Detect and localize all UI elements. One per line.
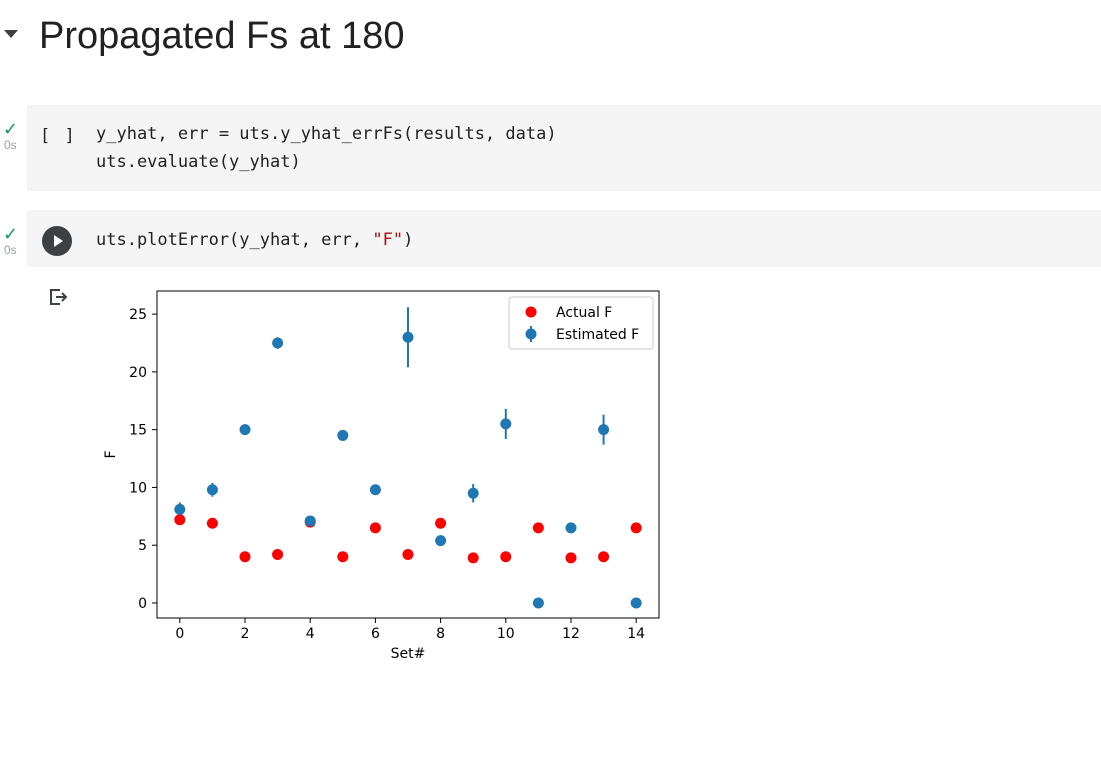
actual-f-point	[598, 551, 610, 563]
estimated-f-point	[402, 331, 414, 343]
code-line-1[interactable]: y_yhat, err = uts.y_yhat_errFs(results, …	[96, 124, 557, 144]
x-axis-label: Set#	[391, 646, 426, 662]
legend-actual-marker	[525, 306, 537, 318]
x-tick-label: 6	[371, 626, 380, 642]
success-check-icon: ✓	[3, 224, 19, 245]
y-tick-label: 0	[138, 596, 147, 612]
run-cell-button[interactable]	[42, 226, 72, 256]
estimated-f-point	[206, 484, 218, 496]
exec-time: 0s	[4, 243, 17, 257]
estimated-f-point	[239, 424, 251, 436]
success-check-icon: ✓	[3, 119, 19, 140]
legend-box	[508, 296, 654, 350]
section-header: Propagated Fs at 180	[0, 6, 700, 57]
estimated-f-point	[369, 484, 381, 496]
x-tick-label: 8	[436, 626, 445, 642]
x-tick-label: 14	[627, 626, 645, 642]
actual-f-point	[369, 522, 381, 534]
actual-f-point	[435, 517, 447, 529]
section-title: Propagated Fs at 180	[39, 15, 405, 57]
legend-estimated-marker	[525, 328, 537, 340]
actual-f-point	[467, 552, 479, 564]
code-string: "F"	[372, 230, 404, 250]
estimated-f-point	[467, 487, 479, 499]
output-redirect-icon[interactable]	[47, 286, 69, 308]
actual-f-point	[532, 522, 544, 534]
actual-f-point	[206, 517, 218, 529]
actual-f-point	[272, 548, 284, 560]
estimated-f-point	[272, 337, 284, 349]
exec-count[interactable]: [ ]	[40, 126, 77, 146]
estimated-f-point	[337, 429, 349, 441]
estimated-f-point	[532, 597, 544, 609]
actual-f-point	[500, 551, 512, 563]
estimated-f-point	[435, 535, 447, 547]
y-tick-label: 20	[129, 365, 147, 381]
y-axis-label: F	[103, 450, 119, 458]
code-line-2[interactable]: uts.evaluate(y_yhat)	[96, 152, 301, 172]
x-tick-label: 12	[562, 626, 580, 642]
estimated-f-point	[500, 418, 512, 430]
actual-f-point	[239, 551, 251, 563]
code-cell-1[interactable]	[27, 105, 1101, 191]
estimated-f-point	[630, 597, 642, 609]
cell-1-status: ✓ 0s	[3, 119, 25, 153]
exec-time: 0s	[4, 138, 17, 152]
estimated-f-point	[174, 503, 186, 515]
estimated-f-point	[304, 515, 316, 527]
x-tick-label: 4	[306, 626, 315, 642]
actual-f-point	[337, 551, 349, 563]
y-tick-label: 10	[129, 480, 147, 496]
actual-f-point	[402, 548, 414, 560]
code-call: uts.plotError(y_yhat, err,	[96, 230, 373, 250]
legend-actual-label: Actual F	[556, 305, 612, 321]
estimated-f-point	[598, 424, 610, 436]
code-close: )	[403, 230, 414, 250]
x-tick-label: 0	[175, 626, 184, 642]
actual-f-point	[565, 552, 577, 564]
legend-estimated-label: Estimated F	[556, 327, 639, 343]
actual-f-point	[174, 514, 186, 526]
y-tick-label: 5	[138, 538, 147, 554]
x-tick-label: 2	[241, 626, 250, 642]
y-tick-label: 15	[129, 423, 147, 439]
plot-frame	[156, 290, 660, 619]
error-plot: 0 2 4 6 8 10 12 14 0 5 10 15 20 25 Set# F Actual F Est…	[103, 290, 660, 662]
code-line[interactable]: uts.plotError(y_yhat, err, "F")	[96, 226, 413, 254]
x-tick-label: 10	[497, 626, 515, 642]
collapse-caret-icon[interactable]	[4, 30, 18, 38]
y-tick-label: 25	[129, 307, 147, 323]
cell-2-status: ✓ 0s	[3, 224, 25, 258]
code-cell-2[interactable]	[27, 210, 1101, 267]
actual-f-point	[630, 522, 642, 534]
estimated-f-point	[565, 522, 577, 534]
